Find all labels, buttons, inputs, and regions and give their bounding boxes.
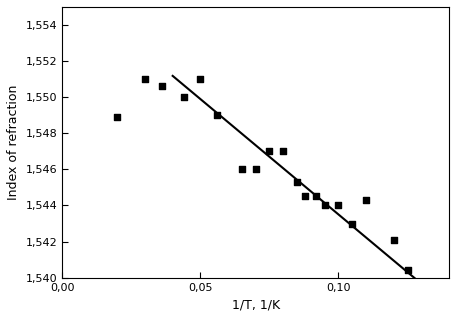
Point bbox=[279, 149, 286, 154]
Point bbox=[334, 203, 341, 208]
Point bbox=[293, 179, 300, 184]
Point bbox=[348, 221, 355, 226]
X-axis label: 1/T, 1/K: 1/T, 1/K bbox=[231, 298, 279, 311]
Point bbox=[362, 197, 369, 203]
Point bbox=[141, 77, 148, 82]
Point bbox=[180, 95, 187, 100]
Point bbox=[238, 167, 245, 172]
Y-axis label: Index of refraction: Index of refraction bbox=[7, 85, 20, 200]
Point bbox=[265, 149, 273, 154]
Point bbox=[403, 268, 410, 273]
Point bbox=[157, 84, 165, 89]
Point bbox=[312, 194, 319, 199]
Point bbox=[113, 114, 121, 120]
Point bbox=[213, 113, 220, 118]
Point bbox=[301, 194, 308, 199]
Point bbox=[320, 203, 328, 208]
Point bbox=[196, 77, 203, 82]
Point bbox=[389, 237, 397, 242]
Point bbox=[251, 167, 258, 172]
